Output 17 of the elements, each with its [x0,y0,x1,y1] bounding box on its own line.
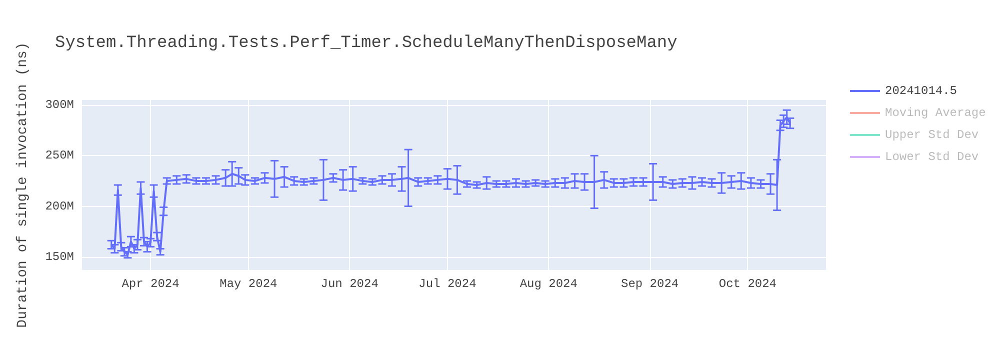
x-tick-label: Apr 2024 [122,277,180,291]
x-tick-label: Sep 2024 [620,277,679,291]
y-tick-label: 150M [45,250,74,264]
legend-label: Moving Average [885,106,986,120]
legend-label: Upper Std Dev [885,128,979,142]
legend-label: Lower Std Dev [885,150,979,164]
x-tick-label: Aug 2024 [520,277,578,291]
x-tick-label: Jul 2024 [418,277,476,291]
y-tick-label: 200M [45,199,74,214]
x-tick-label: Oct 2024 [718,277,776,291]
x-tick-label: Jun 2024 [320,277,378,291]
chart-title: System.Threading.Tests.Perf_Timer.ScheduleManyThenDisposeMany [55,34,678,53]
x-tick-label: May 2024 [220,277,278,291]
y-axis-title: Duration of single invocation (ns) [15,42,31,328]
legend-label: 20241014.5 [885,84,958,98]
y-tick-label: 300M [45,98,74,112]
y-tick-label: 250M [45,148,74,163]
